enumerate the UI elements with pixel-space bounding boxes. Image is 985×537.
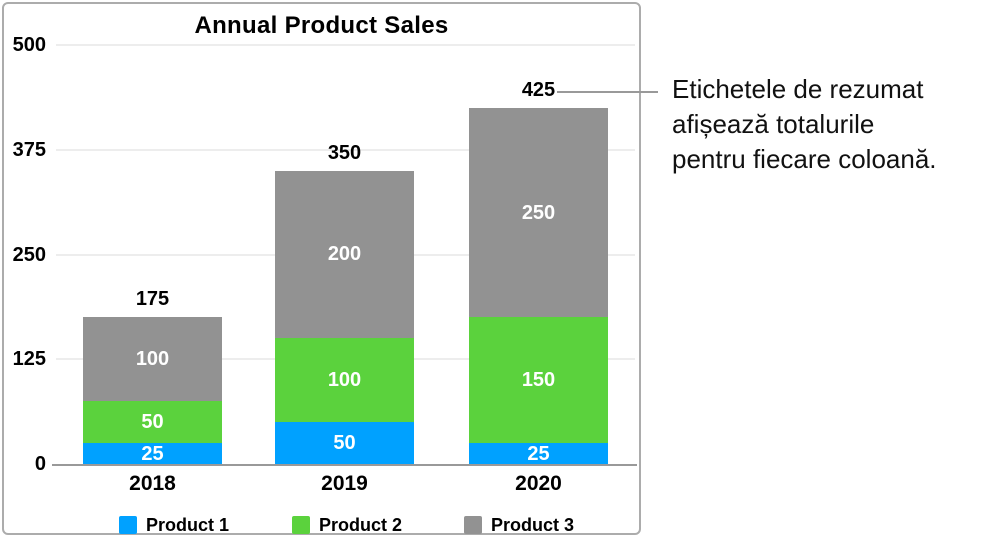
bar-value-label: 100 (327, 369, 362, 392)
legend-item-product-3[interactable]: Product 3 (464, 515, 574, 535)
bar-value-label: 100 (135, 348, 170, 371)
bar-value-label: 250 (521, 201, 556, 224)
annotation-line-2: afișează totalurile (672, 109, 875, 139)
bar-segment-product-1[interactable]: 25 (83, 443, 222, 464)
y-tick-label: 375 (12, 138, 46, 161)
bar-value-label: 50 (141, 411, 164, 434)
legend-item-product-2[interactable]: Product 2 (292, 515, 402, 535)
bar-segment-product-3[interactable]: 200 (275, 170, 414, 339)
legend-item-product-1[interactable]: Product 1 (119, 515, 229, 535)
legend-label: Product 2 (319, 515, 403, 535)
x-tick-label: 2020 (515, 472, 562, 495)
bar-value-label: 150 (521, 369, 556, 392)
bar-value-label: 25 (527, 442, 550, 465)
legend-swatch (464, 516, 482, 534)
bar-total-label: 175 (135, 288, 170, 311)
annotation-text: Etichetele de rezumat afișează totaluril… (672, 72, 937, 177)
x-axis-line (52, 464, 637, 466)
legend-label: Product 3 (491, 515, 575, 535)
bar-value-label: 50 (333, 432, 356, 455)
bar-total-label: 425 (521, 78, 556, 101)
gridline (56, 148, 635, 151)
x-tick-label: 2019 (321, 472, 368, 495)
bar-segment-product-1[interactable]: 25 (469, 443, 608, 464)
y-tick-label: 125 (12, 348, 46, 371)
chart-panel: Annual Product Sales 0 125 250 375 500 25 50 10… (2, 2, 641, 535)
bar-segment-product-1[interactable]: 50 (275, 422, 414, 464)
legend-swatch (292, 516, 310, 534)
bar-segment-product-3[interactable]: 250 (469, 107, 608, 318)
bar-segment-product-3[interactable]: 100 (83, 317, 222, 402)
y-tick-label: 0 (34, 453, 46, 475)
bar-segment-product-2[interactable]: 100 (275, 338, 414, 423)
y-tick-label: 500 (12, 34, 46, 56)
legend-swatch (119, 516, 137, 534)
chart-title: Annual Product Sales (194, 12, 449, 39)
annotation-line-1: Etichetele de rezumat (672, 74, 924, 104)
callout-line (557, 91, 658, 93)
bar-total-label: 350 (327, 141, 362, 164)
bar-segment-product-2[interactable]: 50 (83, 401, 222, 444)
bar-value-label: 200 (327, 243, 362, 266)
bar-segment-product-2[interactable]: 150 (469, 317, 608, 444)
bar-value-label: 25 (141, 442, 164, 465)
legend-label: Product 1 (146, 515, 230, 535)
y-tick-label: 250 (12, 243, 46, 266)
gridline (56, 44, 635, 46)
annotation-line-3: pentru fiecare coloană. (672, 144, 937, 174)
x-tick-label: 2018 (129, 472, 176, 495)
